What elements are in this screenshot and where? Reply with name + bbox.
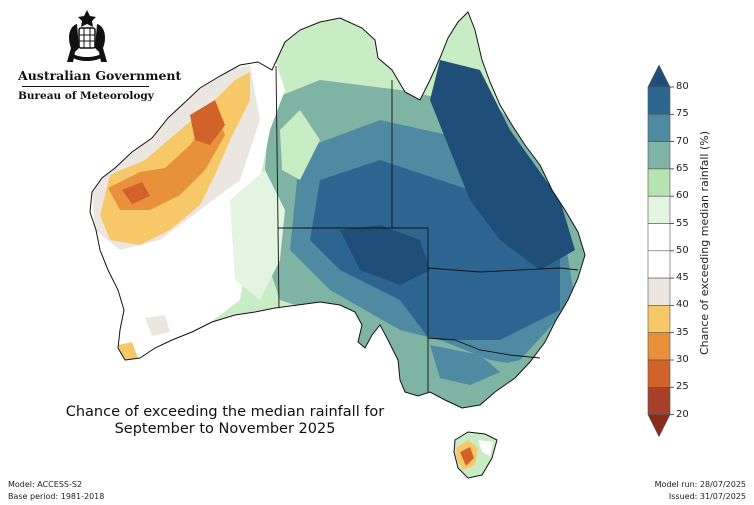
model-run-label: Model run: 28/07/2025: [654, 480, 746, 489]
colorbar-tick-label: 55: [676, 217, 689, 229]
map-title-line2: September to November 2025: [114, 421, 336, 437]
issued-label: Issued: 31/07/2025: [668, 492, 746, 501]
colorbar-bin-75-80: [647, 86, 671, 115]
coat-of-arms-icon: [67, 10, 107, 62]
colorbar-tick-label: 65: [676, 162, 689, 174]
colorbar-tick-label: 80: [676, 81, 689, 92]
colorbar-bin-20-25: [647, 386, 671, 415]
base-period-label: Base period: 1981-2018: [8, 492, 105, 501]
agency-logo: Australian Government Bureau of Meteorol…: [18, 8, 182, 102]
colorbar-tick-label: 25: [676, 381, 689, 393]
model-label: Model: ACCESS-S2: [8, 480, 83, 489]
agency-divider: [22, 86, 149, 87]
colorbar-bin-35-40: [647, 305, 671, 333]
legend-title: Chance of exceeding median rainfall (%): [698, 130, 711, 355]
colorbar-bin-30-35: [647, 332, 671, 361]
colorbar-tick-label: 45: [676, 272, 689, 284]
colorbar-tick-label: 50: [676, 244, 689, 256]
footer-right: Model run: 28/07/2025 Issued: 31/07/2025: [655, 479, 746, 503]
colorbar-tick-label: 35: [676, 326, 689, 338]
colorbar-legend: Chance of exceeding median rainfall (%) …: [640, 55, 750, 440]
colorbar-tick-label: 20: [676, 408, 689, 420]
map-title: Chance of exceeding the median rainfall …: [40, 404, 410, 438]
colorbar: [647, 64, 674, 438]
colorbar-tick-label: 60: [676, 190, 689, 202]
colorbar-tick-label: 75: [676, 108, 689, 120]
colorbar-tick-label: 40: [676, 299, 689, 311]
map-title-line1: Chance of exceeding the median rainfall …: [65, 404, 385, 420]
colorbar-bin->80: [647, 64, 671, 88]
colorbar-tick-label: 30: [676, 354, 689, 365]
tasmania: [453, 431, 498, 479]
footer-left: Model: ACCESS-S2 Base period: 1981-2018: [8, 479, 104, 503]
colorbar-tick-label: 70: [676, 135, 689, 147]
colorbar-bin-60-65: [647, 168, 671, 197]
rainfall-outlook-map: [89, 11, 586, 479]
colorbar-bin-50-55: [647, 223, 671, 252]
agency-name: Australian Government: [18, 68, 182, 83]
colorbar-bin-<20: [647, 414, 671, 438]
colorbar-bin-70-75: [647, 113, 671, 142]
colorbar-bin-25-30: [647, 359, 671, 388]
colorbar-bin-65-70: [647, 141, 671, 170]
colorbar-bin-45-50: [647, 250, 671, 279]
colorbar-bin-55-60: [647, 195, 671, 224]
agency-bureau: Bureau of Meteorology: [18, 90, 154, 102]
colorbar-bin-40-45: [647, 277, 671, 306]
